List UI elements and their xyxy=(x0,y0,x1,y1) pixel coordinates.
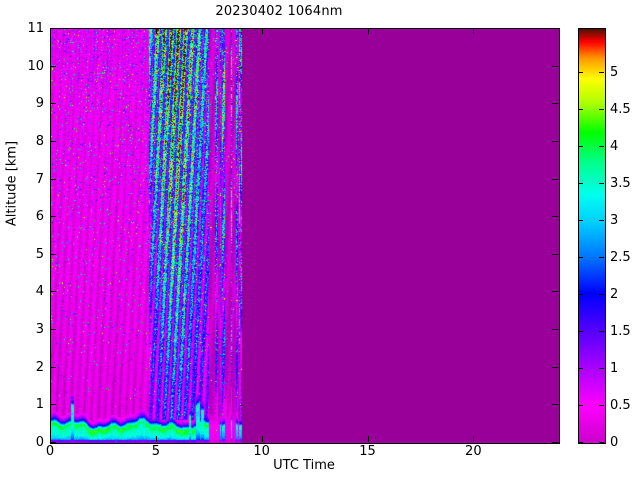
colorbar-tick-label: 0.5 xyxy=(610,398,631,414)
y-tick-mark xyxy=(50,179,56,180)
y-tick-label: 1 xyxy=(35,397,44,413)
y-tick-label: 9 xyxy=(35,96,44,112)
y-tick-mark xyxy=(50,329,56,330)
y-tick-mark xyxy=(552,103,558,104)
y-tick-label: 5 xyxy=(35,246,44,262)
y-tick-mark xyxy=(50,28,56,29)
colorbar-tick-mark xyxy=(578,220,583,221)
colorbar-tick-mark xyxy=(599,331,604,332)
y-tick-label: 10 xyxy=(27,58,44,74)
y-tick-mark xyxy=(552,404,558,405)
x-tick-mark xyxy=(368,436,369,442)
y-tick-label: 6 xyxy=(35,209,44,225)
colorbar-tick-mark xyxy=(578,183,583,184)
y-tick-mark xyxy=(50,141,56,142)
colorbar-tick-label: 4 xyxy=(610,139,619,155)
x-tick-mark xyxy=(473,436,474,442)
colorbar-tick-mark xyxy=(578,368,583,369)
y-tick-mark xyxy=(552,329,558,330)
colorbar-tick-mark xyxy=(578,294,583,295)
colorbar-tick-label: 4.5 xyxy=(610,102,631,118)
colorbar-tick-label: 1.5 xyxy=(610,324,631,340)
x-axis-label: UTC Time xyxy=(273,458,335,473)
colorbar-tick-label: 0 xyxy=(610,435,619,450)
y-tick-label: 4 xyxy=(35,284,44,300)
colorbar-tick-mark xyxy=(599,405,604,406)
colorbar-tick-mark xyxy=(599,257,604,258)
y-tick-mark xyxy=(552,141,558,142)
y-tick-label: 7 xyxy=(35,171,44,187)
y-tick-mark xyxy=(552,179,558,180)
y-tick-label: 0 xyxy=(35,435,44,450)
y-tick-label: 2 xyxy=(35,359,44,375)
colorbar-tick-mark xyxy=(578,109,583,110)
y-tick-mark xyxy=(50,103,56,104)
colorbar-tick-label: 2.5 xyxy=(610,250,631,266)
x-tick-mark xyxy=(156,28,157,34)
colorbar-tick-mark xyxy=(578,442,583,443)
colorbar-tick-mark xyxy=(599,220,604,221)
y-tick-label: 11 xyxy=(27,21,44,36)
x-tick-mark xyxy=(50,436,51,442)
colorbar-tick-mark xyxy=(599,146,604,147)
y-tick-mark xyxy=(552,66,558,67)
colorbar-tick-mark xyxy=(599,294,604,295)
colorbar-tick-label: 5 xyxy=(610,65,619,81)
y-tick-mark xyxy=(50,216,56,217)
y-tick-label: 8 xyxy=(35,133,44,149)
y-tick-mark xyxy=(552,442,558,443)
colorbar-tick-mark xyxy=(599,442,604,443)
x-tick-mark xyxy=(473,28,474,34)
y-tick-mark xyxy=(552,216,558,217)
x-tick-label: 20 xyxy=(465,444,482,459)
x-tick-mark xyxy=(262,28,263,34)
colorbar-tick-mark xyxy=(599,368,604,369)
colorbar-tick-mark xyxy=(578,257,583,258)
x-tick-mark xyxy=(50,28,51,34)
colorbar-tick-mark xyxy=(578,331,583,332)
colorbar-tick-label: 3.5 xyxy=(610,176,631,192)
y-tick-mark xyxy=(552,28,558,29)
colorbar-tick-mark xyxy=(578,146,583,147)
y-tick-mark xyxy=(552,254,558,255)
colorbar-tick-mark xyxy=(599,109,604,110)
colorbar-gradient xyxy=(579,29,605,443)
colorbar-tick-label: 1 xyxy=(610,361,619,377)
page-title: 20230402 1064nm xyxy=(215,4,343,19)
y-tick-mark xyxy=(50,442,56,443)
colorbar-tick-mark xyxy=(599,72,604,73)
x-tick-label: 0 xyxy=(45,444,55,459)
colorbar-tick-mark xyxy=(578,405,583,406)
x-tick-mark xyxy=(156,436,157,442)
y-tick-mark xyxy=(552,291,558,292)
y-tick-mark xyxy=(50,254,56,255)
y-tick-label: 3 xyxy=(35,322,44,338)
x-tick-label: 10 xyxy=(253,444,270,459)
y-tick-mark xyxy=(50,367,56,368)
x-tick-label: 5 xyxy=(151,444,160,459)
colorbar-tick-mark xyxy=(578,72,583,73)
x-tick-label: 15 xyxy=(359,444,376,459)
colorbar xyxy=(578,28,606,444)
colorbar-tick-label: 2 xyxy=(610,287,619,303)
colorbar-tick-mark xyxy=(599,183,604,184)
heatmap-canvas xyxy=(51,29,559,443)
plot-area xyxy=(50,28,560,444)
y-tick-mark xyxy=(50,291,56,292)
y-tick-mark xyxy=(50,404,56,405)
y-tick-mark xyxy=(50,66,56,67)
colorbar-tick-label: 3 xyxy=(610,213,619,229)
y-tick-mark xyxy=(552,367,558,368)
x-tick-mark xyxy=(368,28,369,34)
x-tick-mark xyxy=(262,436,263,442)
